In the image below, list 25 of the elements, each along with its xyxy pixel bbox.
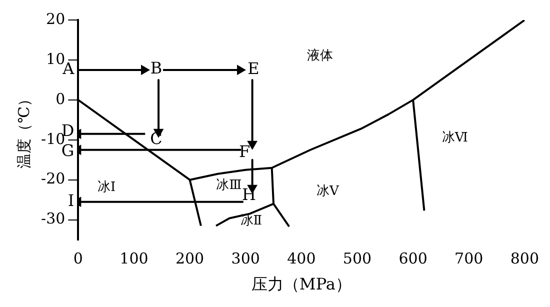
annotation: 冰Ⅵ	[442, 130, 468, 146]
y-tick-label: 20	[46, 10, 66, 28]
annotation: I	[68, 190, 74, 210]
annotation: 冰Ⅲ	[216, 178, 242, 194]
x-tick-label: 400	[287, 250, 316, 268]
x-tick-label: 500	[342, 250, 372, 268]
x-axis-title: 压力（MPa）	[251, 274, 352, 294]
x-tick-label: 800	[510, 250, 540, 268]
x-tick-label: 200	[175, 250, 204, 268]
x-tick-label: 600	[398, 250, 428, 268]
annotation: F	[238, 142, 250, 162]
annotation: 液体	[306, 48, 333, 64]
annotation: 冰Ⅰ	[98, 180, 116, 196]
x-tick-label: 100	[120, 250, 148, 268]
y-axis-title: 温度（℃）	[14, 92, 33, 168]
x-tick-label: 0	[73, 250, 83, 268]
y-tick-label: 10	[46, 50, 66, 68]
y-tick-label: -20	[41, 170, 66, 188]
annotation: 冰Ⅴ	[316, 184, 340, 200]
annotation: E	[248, 59, 260, 78]
annotation: B	[150, 58, 162, 78]
x-tick-label: 300	[231, 250, 260, 268]
y-tick-label: 0	[56, 90, 66, 108]
y-tick-label: -30	[41, 210, 66, 228]
x-tick-label: 700	[454, 250, 484, 268]
